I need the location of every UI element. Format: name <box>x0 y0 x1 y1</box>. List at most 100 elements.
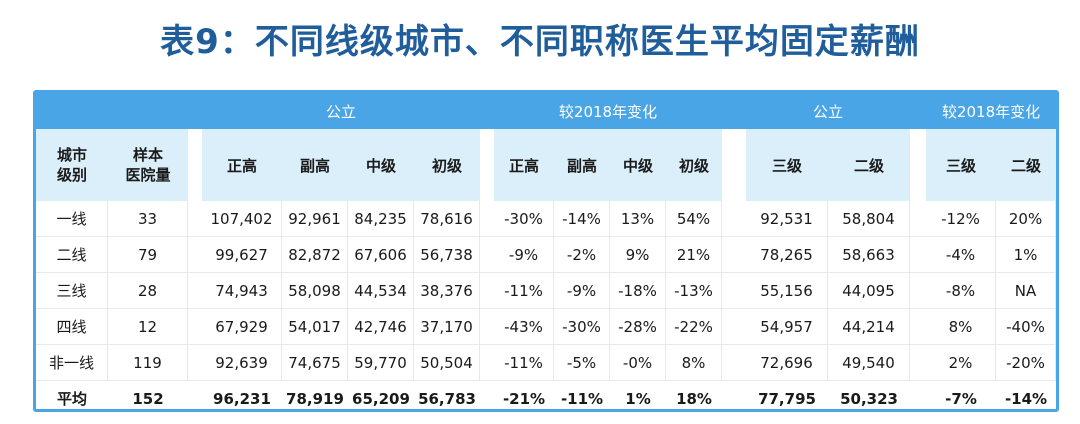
header-blank <box>36 93 202 129</box>
row-sample: 152 <box>132 389 164 408</box>
row-sample: 79 <box>108 237 188 273</box>
cell-public-a: 38,376 <box>414 273 481 309</box>
cell-change-a: -11% <box>560 389 604 408</box>
cell-change-a: 8% <box>666 345 723 381</box>
cell-public-b: 50,323 <box>840 389 898 408</box>
cell-change-a: 54% <box>666 201 723 237</box>
col-header-a-change-1: 副高 <box>554 129 611 201</box>
cell-public-a: 54,017 <box>282 309 348 345</box>
group-header-change-b: 较2018年变化 <box>926 93 1056 129</box>
col-header-b-change-1: 二级 <box>996 129 1056 201</box>
salary-table: 公立 较2018年变化 公立 较2018年变化 城市 级别 样本 医院量 正高 … <box>36 93 1056 409</box>
cell-change-a: -22% <box>666 309 723 345</box>
cell-public-b: 49,540 <box>828 345 911 381</box>
cell-public-a: 92,639 <box>202 345 282 381</box>
cell-public-a: 82,872 <box>282 237 348 273</box>
cell-public-b: 58,663 <box>828 237 911 273</box>
cell-change-a: -11% <box>494 273 555 309</box>
col-header-city-tier: 城市 级别 <box>36 129 108 201</box>
cell-public-b: 58,804 <box>828 201 911 237</box>
cell-public-a: 67,606 <box>348 237 414 273</box>
col-header-b-1: 二级 <box>828 129 911 201</box>
cell-change-a: 13% <box>610 201 667 237</box>
col-header-a-0: 正高 <box>202 129 282 201</box>
cell-change-a: -0% <box>610 345 667 381</box>
row-sample: 33 <box>108 201 188 237</box>
cell-change-a: -9% <box>494 237 555 273</box>
cell-change-a: -18% <box>610 273 667 309</box>
cell-change-a: 1% <box>625 389 651 408</box>
cell-change-b: -4% <box>926 237 997 273</box>
cell-public-a: 92,961 <box>282 201 348 237</box>
cell-public-a: 58,098 <box>282 273 348 309</box>
group-header-change-a: 较2018年变化 <box>494 93 723 129</box>
row-tier: 非一线 <box>36 345 108 381</box>
col-header-a-2: 中级 <box>348 129 414 201</box>
cell-change-b: -40% <box>996 309 1056 345</box>
col-header-a-1: 副高 <box>282 129 348 201</box>
col-header-b-0: 三级 <box>746 129 829 201</box>
cell-public-b: 44,214 <box>828 309 911 345</box>
table-row: 非一线 119 92,639 74,675 59,770 50,504 -11% -5% -0%… <box>36 345 1056 381</box>
cell-public-b: 78,265 <box>746 237 829 273</box>
cell-change-b: -14% <box>1004 389 1048 408</box>
cell-change-a: -11% <box>494 345 555 381</box>
table-row: 一线 33 107,402 92,961 84,235 78,616 -30% -14% 13%… <box>36 201 1056 237</box>
row-sample: 28 <box>108 273 188 309</box>
cell-public-a: 84,235 <box>348 201 414 237</box>
cell-public-a: 56,783 <box>418 389 476 408</box>
cell-public-a: 59,770 <box>348 345 414 381</box>
cell-public-b: 77,795 <box>758 389 816 408</box>
row-tier: 三线 <box>36 273 108 309</box>
cell-public-b: 44,095 <box>828 273 911 309</box>
table-row: 二线 79 99,627 82,872 67,606 56,738 -9% -2% 9% 21% 7… <box>36 237 1056 273</box>
cell-public-a: 50,504 <box>414 345 481 381</box>
column-header-row: 城市 级别 样本 医院量 正高 副高 中级 初级 正高 副高 中级 初级 三级 … <box>36 129 1056 201</box>
row-tier: 四线 <box>36 309 108 345</box>
col-header-sample: 样本 医院量 <box>108 129 188 201</box>
col-header-a-change-0: 正高 <box>494 129 555 201</box>
cell-public-a: 107,402 <box>202 201 282 237</box>
row-tier: 二线 <box>36 237 108 273</box>
row-sample: 12 <box>108 309 188 345</box>
cell-change-b: 20% <box>996 201 1056 237</box>
cell-public-a: 78,616 <box>414 201 481 237</box>
cell-change-a: -13% <box>666 273 723 309</box>
cell-public-a: 65,209 <box>352 389 410 408</box>
group-header-row: 公立 较2018年变化 公立 较2018年变化 <box>36 93 1056 129</box>
table-row-average: 平均 152 96,231 78,919 65,209 56,783 -21% -11% 1% 1… <box>36 381 1056 409</box>
cell-change-a: -30% <box>554 309 611 345</box>
cell-change-a: -21% <box>502 389 546 408</box>
cell-public-b: 55,156 <box>746 273 829 309</box>
cell-public-b: 92,531 <box>746 201 829 237</box>
cell-public-a: 74,943 <box>202 273 282 309</box>
col-header-a-change-3: 初级 <box>666 129 723 201</box>
cell-change-b: 1% <box>996 237 1056 273</box>
table-title: 表9：不同线级城市、不同职称医生平均固定薪酬 <box>160 22 920 62</box>
col-header-b-change-0: 三级 <box>926 129 997 201</box>
table-row: 三线 28 74,943 58,098 44,534 38,376 -11% -9% -18% -… <box>36 273 1056 309</box>
cell-public-a: 74,675 <box>282 345 348 381</box>
cell-public-a: 44,534 <box>348 273 414 309</box>
col-header-a-3: 初级 <box>414 129 481 201</box>
cell-change-b: 2% <box>926 345 997 381</box>
cell-public-a: 42,746 <box>348 309 414 345</box>
group-header-public-a: 公立 <box>202 93 481 129</box>
cell-public-a: 56,738 <box>414 237 481 273</box>
cell-change-b: 8% <box>926 309 997 345</box>
cell-change-b: -20% <box>996 345 1056 381</box>
group-header-public-b: 公立 <box>746 93 911 129</box>
cell-public-b: 54,957 <box>746 309 829 345</box>
cell-change-a: -43% <box>494 309 555 345</box>
cell-change-a: -28% <box>610 309 667 345</box>
cell-change-a: 18% <box>676 389 712 408</box>
cell-change-a: -14% <box>554 201 611 237</box>
cell-change-b: -8% <box>926 273 997 309</box>
cell-public-a: 96,231 <box>213 389 271 408</box>
cell-change-b: -12% <box>926 201 997 237</box>
cell-public-a: 37,170 <box>414 309 481 345</box>
row-tier: 平均 <box>56 390 87 408</box>
cell-change-b: NA <box>996 273 1056 309</box>
cell-change-a: -2% <box>554 237 611 273</box>
row-tier: 一线 <box>36 201 108 237</box>
